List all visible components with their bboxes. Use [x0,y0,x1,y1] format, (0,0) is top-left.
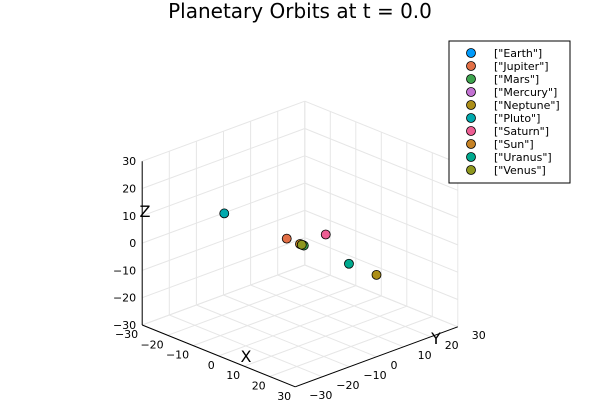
x-tick-label: −20 [140,338,163,351]
side-wall-grid-line [142,128,305,189]
back-wall-grid-line [304,155,458,219]
legend-marker [466,126,476,136]
data-point [320,229,331,240]
legend-label: ["Neptune"] [494,99,560,112]
legend-marker [466,152,476,162]
z-axis-label: Z [140,202,151,221]
x-axis-label: X [241,347,252,366]
data-points [219,208,382,280]
y-tick-label: −10 [363,369,386,382]
legend-marker [466,87,476,97]
floor-grid-line [250,284,404,348]
legend-marker [466,100,476,110]
legend-marker [466,48,476,58]
legend-label: ["Pluto"] [494,112,540,125]
y-tick-label: 10 [418,349,432,362]
legend-label: ["Saturn"] [494,125,549,138]
side-wall-grid-line [142,155,305,217]
z-tick-label: 0 [129,237,136,250]
legend-label: ["Sun"] [494,138,534,151]
legend-label: ["Uranus"] [494,151,552,164]
x-tick-label: 10 [226,369,240,382]
z-tick-label: 30 [122,155,136,168]
side-wall-grid-line [142,237,305,299]
floor-grid-line [277,274,431,338]
z-tick-label: 10 [122,210,136,223]
back-wall-grid-line [304,264,458,328]
z-tick-label: −30 [113,319,136,332]
x-tick-label: 20 [252,380,266,393]
y-axis-label: Y [430,329,441,348]
data-point [296,239,307,250]
x-tick-label: 30 [277,390,291,400]
legend: ["Earth"]["Jupiter"]["Mars"]["Mercury"][… [448,40,571,184]
legend-marker [466,139,476,149]
data-point [344,258,354,269]
y-tick-label: −30 [309,389,332,400]
data-point [281,233,292,244]
chart-title: Planetary Orbits at t = 0.0 [168,0,432,23]
x-tick-label: −30 [115,328,138,341]
back-wall-grid-line [304,182,458,246]
x-axis-line [142,324,296,388]
legend-marker [466,165,476,175]
side-wall-grid-line [142,264,305,326]
y-tick-label: 30 [472,329,486,342]
legend-marker [466,61,476,71]
z-tick-label: −10 [113,264,136,277]
legend-marker [466,74,476,84]
y-tick-label: 20 [445,339,459,352]
z-tick-label: 20 [122,183,136,196]
side-wall-grid-line [142,209,305,271]
legend-label: ["Venus"] [494,164,546,177]
floor-grid-line [223,294,377,358]
x-tick-labels: −30−20−10 0 10 20 30 [115,328,291,400]
back-wall-grid-line [304,237,458,300]
legend-label: ["Mercury"] [494,86,557,99]
y-tick-labels: −30 −20 −10 0 10 20 30 [309,329,486,400]
z-tick-labels: −30 −20 −10 0 10 20 30 [113,155,136,332]
legend-items: ["Earth"]["Jupiter"]["Mars"]["Mercury"][… [466,47,560,177]
x-tick-label: 0 [208,359,215,372]
side-wall-grid-line [142,100,305,162]
legend-label: ["Jupiter"] [494,60,549,73]
back-wall-grid-line [304,100,458,164]
legend-label: ["Earth"] [494,47,542,60]
z-tick-label: −20 [113,292,136,305]
y-tick-label: −20 [336,379,359,392]
y-axis-line [295,326,458,388]
y-tick-label: 0 [391,359,398,372]
legend-label: ["Mars"] [494,73,539,86]
floor-grid-line [169,314,323,378]
axis-layer [141,161,458,388]
data-point [371,269,382,280]
data-point [219,208,230,219]
back-wall-grid-line [304,209,458,273]
legend-marker [466,113,476,123]
x-tick-label: −10 [166,349,189,362]
back-wall-grid-line [304,128,458,191]
floor-grid-line [196,304,350,368]
